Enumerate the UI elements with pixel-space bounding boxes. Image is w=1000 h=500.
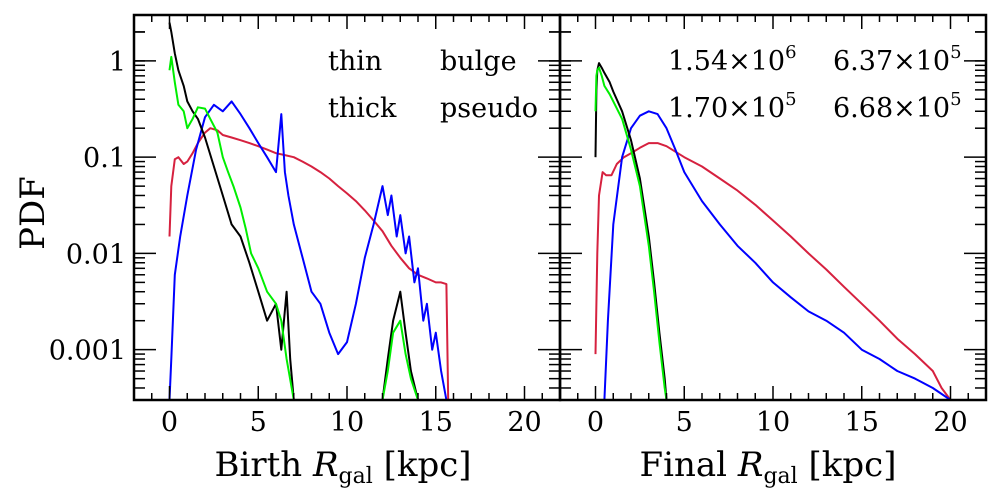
right-legend-thick: 1.70×105 (668, 89, 797, 124)
left-series-bulge-line (168, 22, 419, 400)
right-series-thin-line (594, 142, 952, 400)
right-x-tick-label: 10 (756, 407, 790, 438)
right-x-axis-title-sub: gal (763, 464, 797, 489)
right-legend-thin: 1.54×106 (668, 42, 797, 77)
right-ticks-group: 0 5 10 15 20 (559, 14, 987, 438)
right-legend-mantissa: 1.54×10 (668, 46, 785, 77)
left-legend-thick: thick (328, 93, 397, 124)
left-x-axis-title: Birth Rgal [kpc] (214, 445, 471, 489)
right-series-thick-line (603, 110, 952, 400)
left-x-axis-title-main: Birth (214, 445, 312, 485)
left-ticks-group: 0 5 10 15 20 (133, 14, 561, 438)
right-x-axis-title: Final Rgal [kpc] (640, 445, 897, 489)
left-x-axis-title-unit: [kpc] (373, 445, 472, 485)
right-x-axis-title-main: Final (640, 445, 738, 485)
y-axis-title: PDF (13, 176, 53, 250)
right-legend-exponent: 6 (785, 42, 796, 63)
right-legend-exponent: 5 (950, 42, 961, 63)
right-legend-bulge: 6.37×105 (833, 42, 962, 77)
left-x-tick-label: 10 (330, 407, 364, 438)
right-series-pseudo-line (594, 66, 668, 400)
left-x-tick-label: 5 (250, 407, 267, 438)
left-x-axis-title-sub: gal (339, 464, 373, 489)
right-x-tick-label: 15 (845, 407, 879, 438)
left-series-thick-line (168, 100, 448, 400)
y-tick-label: 1 (109, 47, 126, 78)
left-panel: 0 5 10 15 20 thin bulge thick pseudo (132, 13, 562, 438)
right-x-axis-title-var: R (737, 445, 764, 485)
right-x-tick-label: 20 (933, 407, 967, 438)
left-x-tick-label: 20 (507, 407, 541, 438)
left-series-thin-line (168, 127, 450, 400)
right-x-tick-label: 0 (587, 407, 604, 438)
right-series-group (594, 62, 952, 400)
y-tick-labels: 1 0.1 0.01 0.001 (49, 47, 126, 367)
right-x-axis-title-unit: [kpc] (798, 445, 897, 485)
left-legend: thin bulge thick pseudo (328, 46, 538, 124)
y-tick-label: 0.01 (66, 239, 126, 270)
right-legend-exponent: 5 (950, 89, 961, 110)
right-legend-mantissa: 6.68×10 (833, 93, 950, 124)
left-series-pseudo-line (168, 55, 419, 400)
right-legend-pseudo: 6.68×105 (833, 89, 962, 124)
right-legend-mantissa: 1.70×10 (668, 93, 785, 124)
left-x-axis-title-var: R (312, 445, 339, 485)
left-legend-bulge: bulge (440, 46, 517, 77)
right-legend-mantissa: 6.37×10 (833, 46, 950, 77)
right-panel-frame (558, 13, 988, 402)
right-x-tick-label: 5 (676, 407, 693, 438)
left-x-tick-label: 0 (161, 407, 178, 438)
y-tick-label: 0.1 (83, 143, 126, 174)
left-legend-thin: thin (328, 46, 382, 77)
y-tick-label: 0.001 (49, 336, 126, 367)
left-legend-pseudo: pseudo (440, 93, 538, 124)
left-series-group (168, 22, 450, 400)
left-x-tick-label: 15 (419, 407, 453, 438)
right-legend-exponent: 5 (785, 89, 796, 110)
